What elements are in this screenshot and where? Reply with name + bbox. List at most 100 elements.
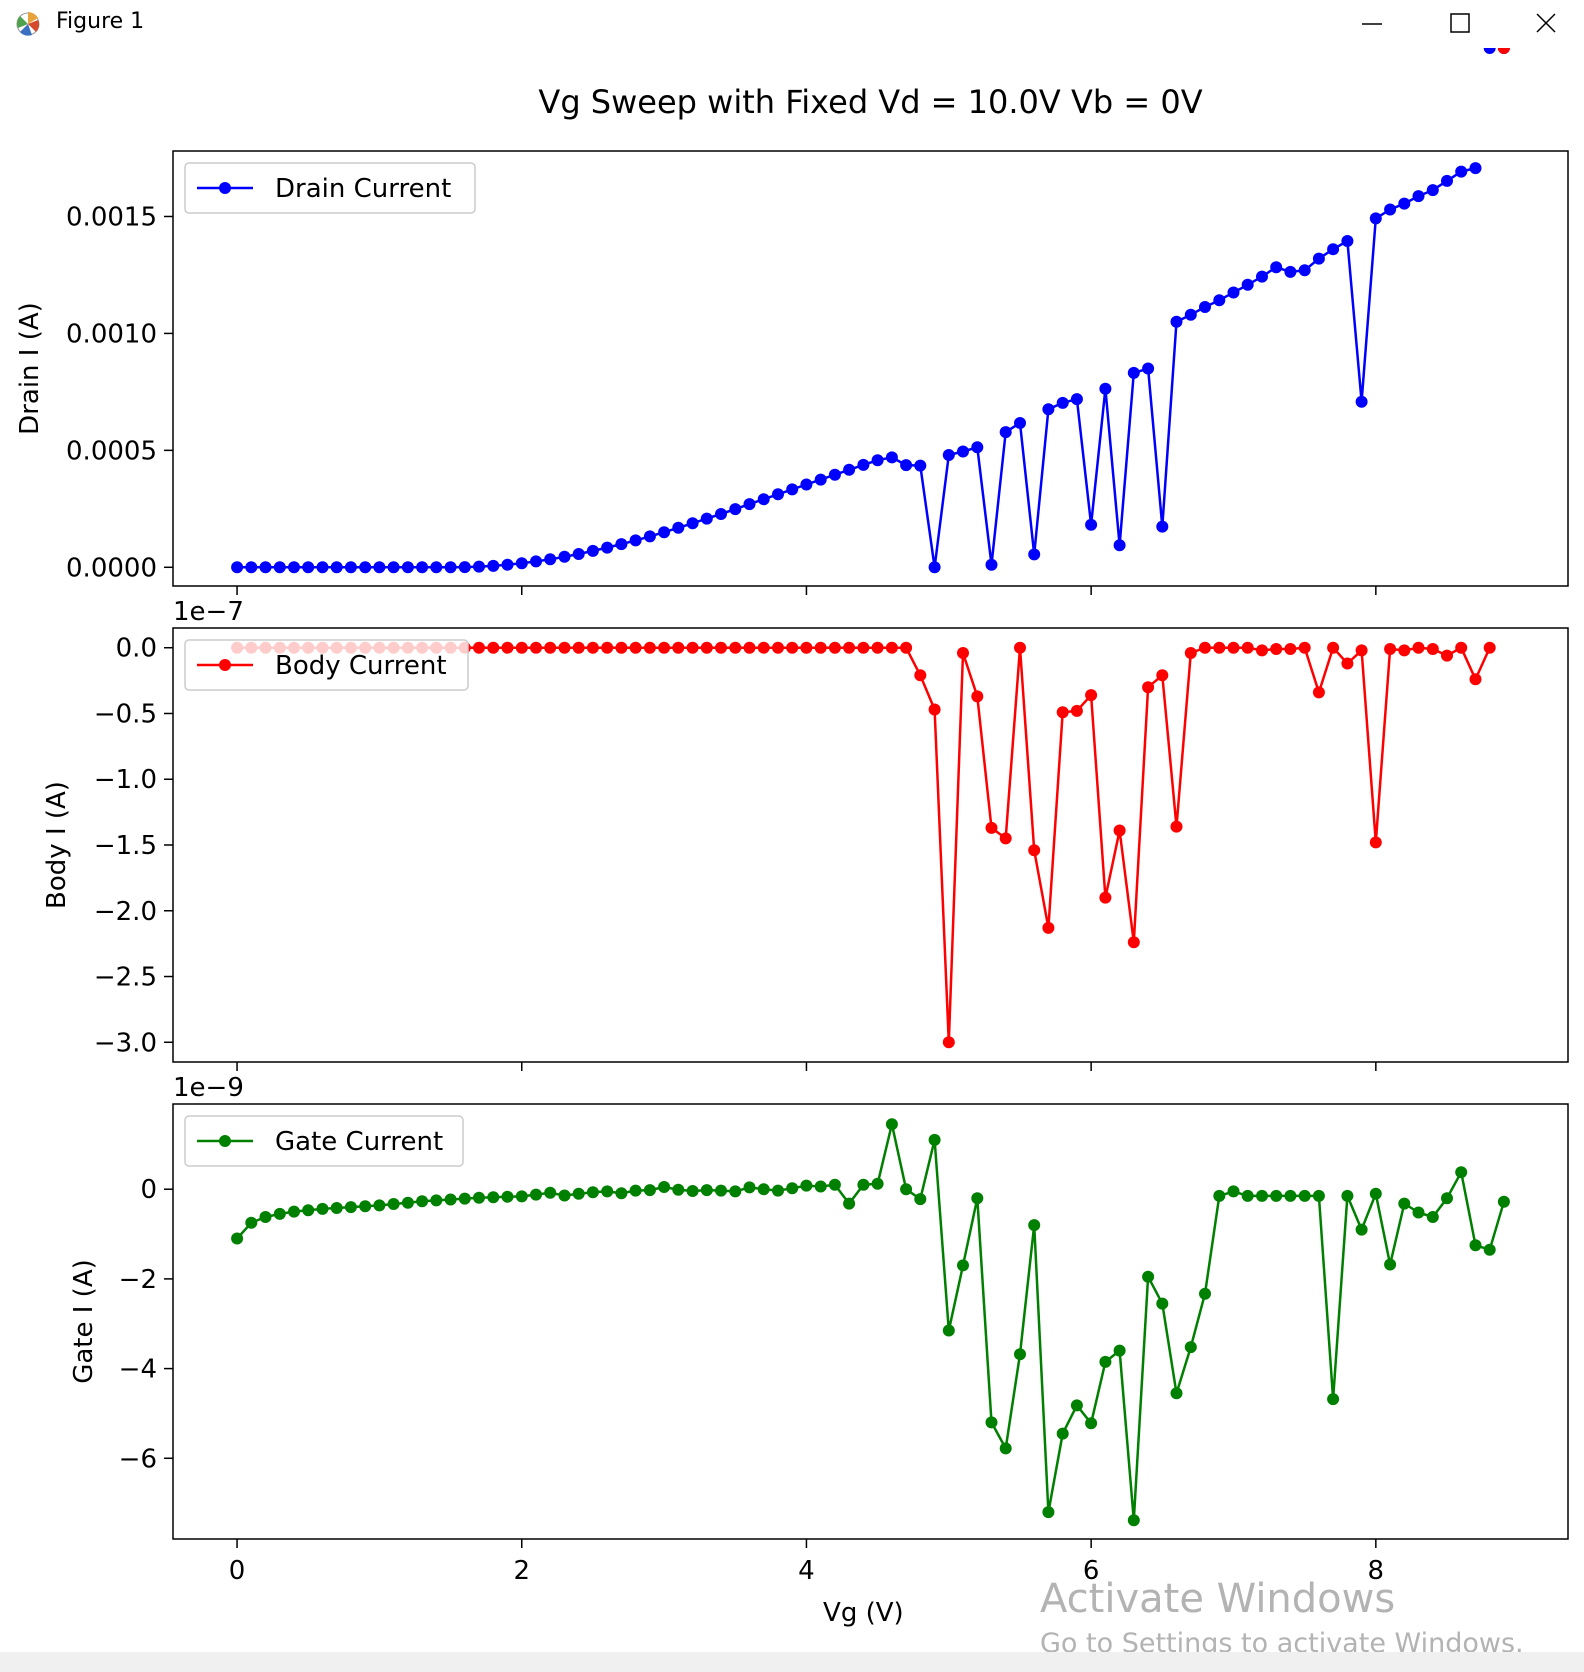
panel-2-data-point — [757, 641, 770, 654]
panel-2-data-point — [558, 641, 571, 654]
panel-1-data-point — [1412, 190, 1425, 203]
panel-3-data-point — [985, 1416, 998, 1429]
panel-1-data-point — [800, 478, 813, 491]
panel-3-ytick-label: 0 — [140, 1175, 157, 1205]
panel-3-data-point — [871, 1177, 884, 1190]
panel-3-data-point — [273, 1207, 286, 1220]
panel-3-data-point — [729, 1185, 742, 1198]
panel-2-data-point — [1312, 686, 1325, 699]
panel-3-ytick-label: −4 — [119, 1355, 157, 1385]
panel-1-data-point — [444, 561, 457, 574]
panel-1-data-point — [416, 561, 429, 574]
panel-2-data-point — [515, 641, 528, 654]
panel-3-data-point — [1085, 1417, 1098, 1430]
panel-3-data-point — [615, 1187, 628, 1200]
panel-1-data-point — [1426, 184, 1439, 197]
xlabel: Vg (V) — [823, 1598, 904, 1628]
panel-3-data-point — [1355, 1223, 1368, 1236]
panel-3-data-point — [530, 1188, 542, 1201]
panel-2-data-point — [601, 641, 614, 654]
panel-3-data-point — [245, 1216, 258, 1229]
panel-1-legend-label: Drain Current — [275, 174, 451, 204]
panel-1-data-point — [1142, 362, 1155, 375]
close-button[interactable] — [1500, 0, 1584, 46]
panel-1-data-point — [1284, 265, 1297, 278]
panel-3-data-point — [1127, 1514, 1140, 1527]
panel-2-data-point — [743, 641, 756, 654]
panel-3-data-point — [316, 1202, 329, 1215]
panel-2-data-point — [814, 641, 827, 654]
close-icon — [1536, 13, 1556, 33]
panel-3-legend-label: Gate Current — [275, 1127, 443, 1157]
panel-3-offset-text: 1e−9 — [173, 1073, 244, 1103]
panel-3-data-point — [629, 1184, 642, 1197]
panel-2-data-point — [1028, 844, 1041, 857]
panel-1-data-point — [1127, 366, 1140, 379]
panel-1-ytick-label: 0.0000 — [66, 553, 157, 583]
panel-1-data-point — [316, 561, 329, 574]
panel-2-data-point — [957, 647, 969, 659]
panel-2-data-point — [1483, 641, 1496, 654]
panel-1-data-point — [686, 517, 699, 530]
panel-2-data-point — [971, 690, 984, 703]
panel-3-data-point — [373, 1199, 386, 1212]
panel-2-data-point — [530, 641, 542, 654]
panel-2-data-point — [1199, 641, 1211, 654]
panel-3-data-point — [1426, 1211, 1439, 1223]
panel-1-data-point — [515, 557, 528, 570]
panel-2-data-point — [914, 669, 927, 682]
panel-3-data-point — [515, 1190, 528, 1203]
panel-1-data-point — [1312, 252, 1325, 265]
panel-1-series-line — [237, 166, 1476, 569]
panel-2-axes-frame — [172, 627, 1569, 1063]
maximize-button[interactable] — [1414, 0, 1506, 46]
panel-1-data-point — [672, 521, 685, 534]
panel-2-data-point — [900, 641, 913, 654]
panel-1-data-point — [586, 544, 599, 557]
panel-1-data-point — [1398, 197, 1411, 210]
panel-3-axes-frame — [172, 1103, 1569, 1540]
panel-1-data-point — [1184, 308, 1197, 321]
panel-1-data-point — [1241, 278, 1254, 291]
panel-2-data-point — [942, 1036, 955, 1049]
panel-3-data-point — [1398, 1197, 1411, 1210]
panel-2-data-point — [1170, 820, 1183, 833]
panel-1-data-point — [871, 454, 884, 467]
panel-3-data-point — [572, 1187, 585, 1200]
panel-2-data-point — [1042, 921, 1055, 934]
panel-3-data-point — [1284, 1189, 1297, 1202]
panel-1-data-point — [359, 561, 372, 574]
panel-1-data-point — [401, 561, 414, 574]
panel-3-data-point — [302, 1204, 315, 1217]
xtick-label: 6 — [1083, 1556, 1100, 1586]
panel-1-ytick-label: 0.0015 — [66, 202, 157, 232]
panel-1-data-point — [1441, 174, 1453, 187]
panel-3-data-point — [700, 1184, 713, 1197]
panel-1-data-point — [530, 555, 542, 568]
panel-3-data-point — [658, 1181, 671, 1193]
panel-3-data-point — [957, 1259, 969, 1272]
xtick-label: 0 — [229, 1556, 246, 1586]
xtick-label: 4 — [798, 1556, 815, 1586]
panel-2-data-point — [615, 641, 628, 654]
panel-1-data-point — [942, 449, 955, 461]
panel-2-ytick-label: −0.5 — [94, 699, 157, 729]
panel-3-data-point — [1469, 1239, 1482, 1252]
panel-2-data-point — [487, 641, 500, 654]
panel-1-data-point — [1369, 212, 1382, 225]
panel-3-data-point — [942, 1324, 955, 1337]
panel-1-data-point — [1099, 382, 1112, 395]
panel-1-data-point — [501, 558, 514, 571]
panel-2-data-point — [629, 641, 642, 654]
panel-2-offset-text: 1e−7 — [173, 597, 244, 627]
xtick-label: 2 — [513, 1556, 530, 1586]
panel-2-data-point — [928, 703, 941, 716]
panel-3-data-point — [473, 1191, 485, 1204]
panel-2-data-point — [672, 641, 685, 654]
panel-1-data-point — [1156, 520, 1169, 533]
minimize-button[interactable] — [1326, 0, 1418, 46]
panel-2-data-point — [1213, 641, 1226, 654]
panel-2-data-point — [572, 641, 585, 654]
panel-1-data-point — [743, 498, 756, 511]
panel-3-data-point — [843, 1197, 856, 1210]
